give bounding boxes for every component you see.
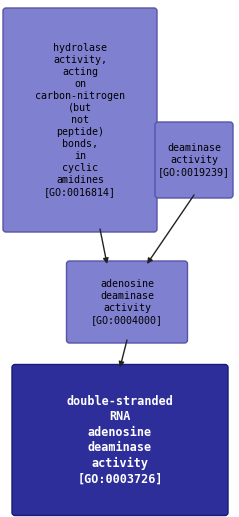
FancyBboxPatch shape [3,8,157,232]
FancyBboxPatch shape [66,261,188,343]
Text: hydrolase
activity,
acting
on
carbon-nitrogen
(but
not
peptide)
bonds,
in
cyclic: hydrolase activity, acting on carbon-nit… [35,43,125,197]
Text: double-stranded
RNA
adenosine
deaminase
activity
[GO:0003726]: double-stranded RNA adenosine deaminase … [67,394,174,485]
FancyBboxPatch shape [12,364,228,515]
Text: adenosine
deaminase
activity
[GO:0004000]: adenosine deaminase activity [GO:0004000… [91,279,163,325]
Text: deaminase
activity
[GO:0019239]: deaminase activity [GO:0019239] [158,143,230,177]
FancyBboxPatch shape [155,122,233,198]
